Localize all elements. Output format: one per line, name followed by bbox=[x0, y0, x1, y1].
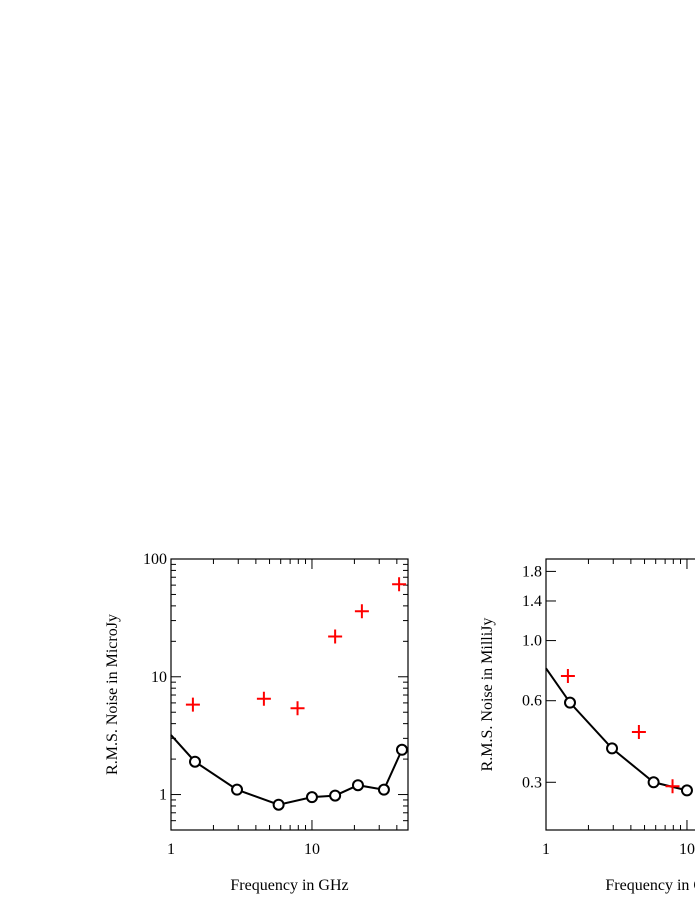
circle-point bbox=[680, 784, 693, 797]
plot-frame bbox=[170, 558, 409, 831]
x-tick-label: 10 bbox=[679, 841, 695, 858]
chart: 1 10 1 10 100 Frequency in GHz R.M.S. Noise in… bbox=[104, 551, 409, 894]
y-tick-label: 1.4 bbox=[522, 593, 542, 610]
circle-point bbox=[647, 776, 660, 789]
y-axis-title: R.M.S. Noise in MilliJy bbox=[479, 618, 496, 772]
y-tick-label: 0.6 bbox=[522, 693, 542, 710]
y-tick-label: 0.3 bbox=[522, 774, 542, 791]
circle-point bbox=[377, 783, 390, 796]
plus-point bbox=[328, 629, 343, 644]
circle-point bbox=[564, 696, 577, 709]
y-tick-label: 10 bbox=[151, 669, 167, 686]
x-axis-title: Frequency in GHz bbox=[230, 877, 348, 894]
plus-point bbox=[354, 604, 369, 619]
curve bbox=[545, 667, 688, 792]
plus-point bbox=[185, 697, 200, 712]
plus-point bbox=[392, 577, 407, 592]
circle-point bbox=[189, 755, 202, 768]
plus-point bbox=[560, 669, 575, 684]
plot-frame bbox=[545, 558, 695, 831]
x-axis-title: Frequency in GHz bbox=[605, 877, 695, 894]
x-tick-label: 1 bbox=[542, 841, 550, 858]
y-tick-label: 100 bbox=[143, 551, 167, 568]
circle-point bbox=[305, 791, 318, 804]
circle-point bbox=[272, 798, 285, 811]
y-tick-label: 1.8 bbox=[522, 563, 542, 580]
circle-point bbox=[231, 783, 244, 796]
plus-point bbox=[290, 701, 305, 716]
y-tick-label: 1 bbox=[159, 787, 167, 804]
circle-point bbox=[395, 743, 408, 756]
plus-point bbox=[665, 779, 680, 794]
circle-point bbox=[329, 789, 342, 802]
circle-point bbox=[606, 742, 619, 755]
y-axis-title: R.M.S. Noise in MicroJy bbox=[104, 614, 121, 775]
x-tick-label: 1 bbox=[167, 841, 175, 858]
plus-point bbox=[631, 724, 646, 739]
chart: 1 10 0.3 0.6 1.0 1.4 1.8 Frequency in GHz R.M.S.… bbox=[479, 558, 695, 894]
circle-point bbox=[351, 779, 364, 792]
x-tick-label: 10 bbox=[304, 841, 320, 858]
curve bbox=[170, 734, 403, 806]
plus-point bbox=[256, 691, 271, 706]
y-tick-label: 1.0 bbox=[522, 633, 542, 650]
